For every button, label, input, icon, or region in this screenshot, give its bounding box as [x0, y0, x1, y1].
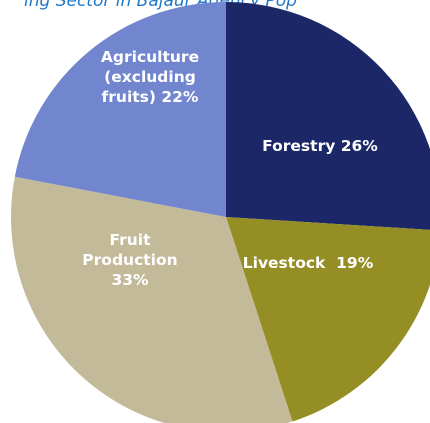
- pie-slice-forestry: [226, 2, 430, 230]
- pie-label-forestry: Forestry 26%: [262, 137, 378, 155]
- pie-slice-agriculture-excluding-fruits: [14, 2, 227, 217]
- pie-label-fruit-production: Fruit Production 33%: [82, 231, 177, 289]
- pie-label-line: Livestock 19%: [243, 254, 374, 272]
- pie-label-agriculture-excluding-fruits: Agriculture (excluding fruits) 22%: [101, 48, 199, 106]
- pie-label-line: Agriculture: [101, 48, 199, 66]
- pie-slice-livestock: [226, 217, 430, 422]
- pie-label-line: Forestry 26%: [262, 137, 378, 155]
- chart-header-strip: ing Sector in Bajaur Agency Pop: [0, 0, 430, 18]
- pie-label-line: 33%: [111, 271, 149, 289]
- pie-label-line: fruits) 22%: [102, 88, 199, 106]
- pie-labels: Forestry 26% Livestock 19% Fruit Production…: [82, 48, 378, 289]
- pie-label-line: Production: [82, 251, 177, 269]
- pie-label-line: (excluding: [104, 68, 196, 86]
- pie-label-livestock: Livestock 19%: [243, 254, 374, 272]
- pie-label-line: Fruit: [110, 231, 152, 249]
- pie-slices: [11, 2, 430, 423]
- chart-title-partial: ing Sector in Bajaur Agency Pop: [24, 0, 297, 11]
- pie-slice-fruit-production: [11, 176, 293, 423]
